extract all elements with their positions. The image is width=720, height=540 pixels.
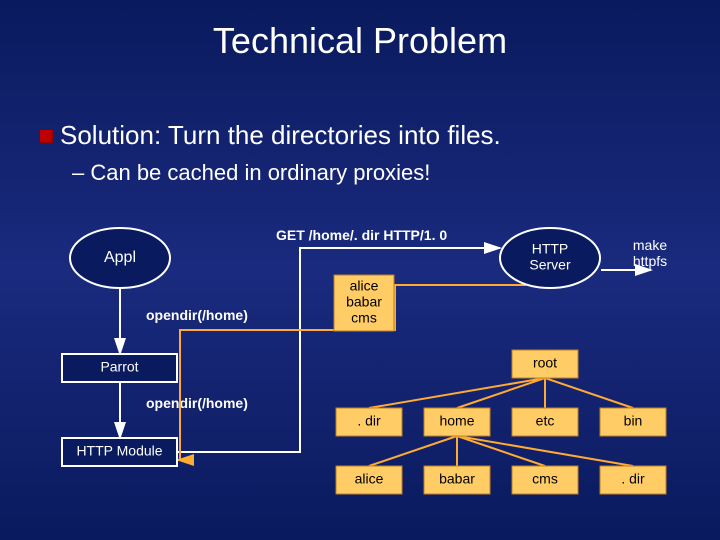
tree-edge	[457, 436, 633, 466]
node-label: HTTP Module	[76, 443, 162, 459]
architecture-diagram: opendir(/home) opendir(/home) GET /home/. …	[0, 0, 720, 540]
tree-node-label: etc	[536, 413, 555, 429]
edge-label: opendir(/home)	[146, 307, 248, 323]
tree-edge	[457, 378, 545, 408]
node-label: Server	[529, 257, 571, 273]
tree-node-label: alice	[355, 471, 384, 487]
tree-node-label: . dir	[357, 413, 381, 429]
tree-edge	[369, 436, 457, 466]
tree-node-label: bin	[624, 413, 643, 429]
edge-label: opendir(/home)	[146, 395, 248, 411]
response-line: babar	[346, 294, 382, 310]
tree-node-label: home	[439, 413, 474, 429]
tree-node-label: cms	[532, 471, 558, 487]
tree-node-label: root	[533, 355, 557, 371]
node-label: HTTP	[532, 241, 569, 257]
node-label: Appl	[104, 249, 136, 266]
side-label: make	[633, 237, 667, 253]
node-label: Parrot	[100, 359, 138, 375]
tree-edge	[457, 436, 545, 466]
response-line: cms	[351, 310, 377, 326]
tree-node-label: babar	[439, 471, 475, 487]
side-label: httpfs	[633, 253, 667, 269]
response-line: alice	[350, 278, 379, 294]
edge-label: GET /home/. dir HTTP/1. 0	[276, 227, 447, 243]
tree-edge	[545, 378, 633, 408]
tree-node-label: . dir	[621, 471, 645, 487]
tree-edge	[369, 378, 545, 408]
